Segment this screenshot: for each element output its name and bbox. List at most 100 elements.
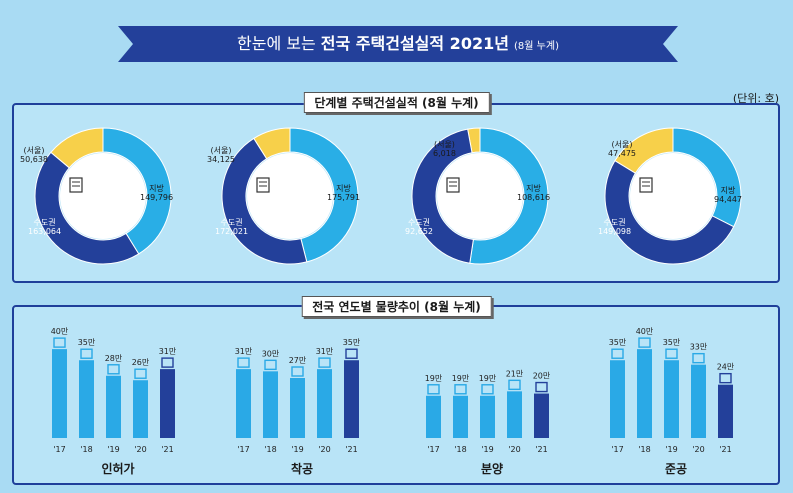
bar-group-title: 준공 <box>664 462 688 476</box>
slice-name: (서울) <box>210 146 232 155</box>
bar <box>263 371 278 438</box>
bar-icon <box>535 381 548 393</box>
slice-value: 175,791 <box>327 193 361 202</box>
bar-group-title: 착공 <box>290 462 314 476</box>
slice-name: 수도권 <box>220 218 243 227</box>
slice-name: 수도권 <box>603 218 626 227</box>
slice-value: 172,021 <box>215 227 249 236</box>
bar <box>133 380 148 438</box>
donut-slice-metro <box>604 160 735 265</box>
bar-group-title: 분양 <box>480 462 504 476</box>
bar-category-label: '17 <box>53 445 65 454</box>
bar-value-label: 28만 <box>105 354 123 363</box>
bar-category-label: '20 <box>318 445 330 454</box>
bar <box>453 395 468 438</box>
bar <box>344 360 359 438</box>
slice-value: 34,125 <box>207 155 235 164</box>
bar <box>290 378 305 438</box>
donut-label: 지방 149,796 <box>140 184 173 202</box>
slice-name: (서울) <box>611 140 633 149</box>
bar-category-label: '19 <box>481 445 493 454</box>
bar-category-label: '17 <box>427 445 439 454</box>
bar <box>507 391 522 438</box>
bar-category-label: '18 <box>638 445 650 454</box>
bar-icon <box>345 348 358 359</box>
donut-slice-local <box>102 127 172 255</box>
bar-chart: 31만 '17 30만 '18 27만 '19 31만 '20 35만 '21 <box>232 320 372 460</box>
bar-category-label: '18 <box>454 445 466 454</box>
bar <box>426 395 441 438</box>
bar <box>718 384 733 438</box>
bar-value-label: 31만 <box>316 347 334 356</box>
title-main: 전국 주택건설실적 2021년 <box>320 34 509 53</box>
donut-slice-local <box>469 127 549 265</box>
bar-category-label: '17 <box>611 445 623 454</box>
bar-icon <box>53 337 66 348</box>
house-sale-icon <box>446 177 460 193</box>
bar-icon <box>237 357 250 368</box>
bar-icon <box>107 364 120 375</box>
bar-icon <box>454 384 467 395</box>
unit-label: (단위: 호) <box>732 92 779 105</box>
bar-icon <box>692 352 705 364</box>
bar-icon <box>508 379 521 391</box>
donut-chart: (서울) 6,018 지방 108,616 수도권 92,652 <box>405 126 555 266</box>
bar <box>236 369 251 438</box>
bar <box>79 360 94 438</box>
bar-category-label: '21 <box>345 445 357 454</box>
bar-value-label: 35만 <box>78 338 96 347</box>
donut-label: 수도권 163,064 <box>28 218 61 236</box>
donut-label: 지방 108,616 <box>517 184 550 202</box>
bar <box>106 375 121 438</box>
donut-slice-metro <box>221 137 308 265</box>
donut-label: 수도권 149,098 <box>598 218 631 236</box>
slice-name: (서울) <box>433 140 455 149</box>
bar-icon <box>161 357 174 368</box>
donut-label: (서울) 50,638 <box>20 146 48 164</box>
bar-icon <box>318 357 331 368</box>
donut-hole <box>247 153 333 239</box>
bar-value-label: 26만 <box>132 358 150 367</box>
bar-value-label: 35만 <box>609 338 627 347</box>
bar-value-label: 31만 <box>159 347 177 356</box>
bar-category-label: '21 <box>161 445 173 454</box>
donut-hole <box>437 153 523 239</box>
crane-icon <box>256 177 270 193</box>
bar-chart: 35만 '17 40만 '18 35만 '19 33만 '20 24만 '21 <box>606 320 746 460</box>
bar <box>480 395 495 438</box>
donut-label: 수도권 172,021 <box>215 218 248 236</box>
donut-slice-metro <box>34 151 140 265</box>
donut-label: 수도권 92,652 <box>405 218 433 236</box>
bar-value-label: 40만 <box>51 327 69 336</box>
bar-group-title: 인허가 <box>101 462 135 476</box>
bar-icon <box>291 366 304 377</box>
bar-value-label: 20만 <box>533 372 551 381</box>
bar-value-label: 31만 <box>235 347 253 356</box>
bar <box>52 349 67 438</box>
slice-value: 163,064 <box>28 227 62 236</box>
bar-value-label: 40만 <box>636 327 654 336</box>
bar <box>637 349 652 438</box>
slice-name: 지방 <box>149 184 164 193</box>
bar-icon <box>611 348 624 359</box>
bar-value-label: 19만 <box>479 374 497 383</box>
header-banner: 한눈에 보는 전국 주택건설실적 2021년 (8월 누계) <box>118 26 678 62</box>
bar-value-label: 35만 <box>343 338 361 347</box>
slice-value: 47,475 <box>608 149 636 158</box>
donut-label: 지방 94,447 <box>714 186 742 204</box>
bar-category-label: '21 <box>719 445 731 454</box>
donut-label: 지방 175,791 <box>327 184 360 202</box>
slice-value: 149,098 <box>598 227 632 236</box>
banner-shape <box>118 26 678 62</box>
bar-icon <box>134 368 147 379</box>
bar-category-label: '19 <box>665 445 677 454</box>
bar-icon <box>80 348 93 359</box>
slice-value: 94,447 <box>714 195 742 204</box>
slice-name: (서울) <box>23 146 45 155</box>
bar-icon <box>481 384 494 395</box>
bar-value-label: 19만 <box>425 374 443 383</box>
bar-value-label: 19만 <box>452 374 470 383</box>
bar-chart: 19만 '17 19만 '18 19만 '19 21만 '20 20만 '21 <box>422 320 562 460</box>
building-icon <box>639 177 653 193</box>
donut-hole <box>630 153 716 239</box>
